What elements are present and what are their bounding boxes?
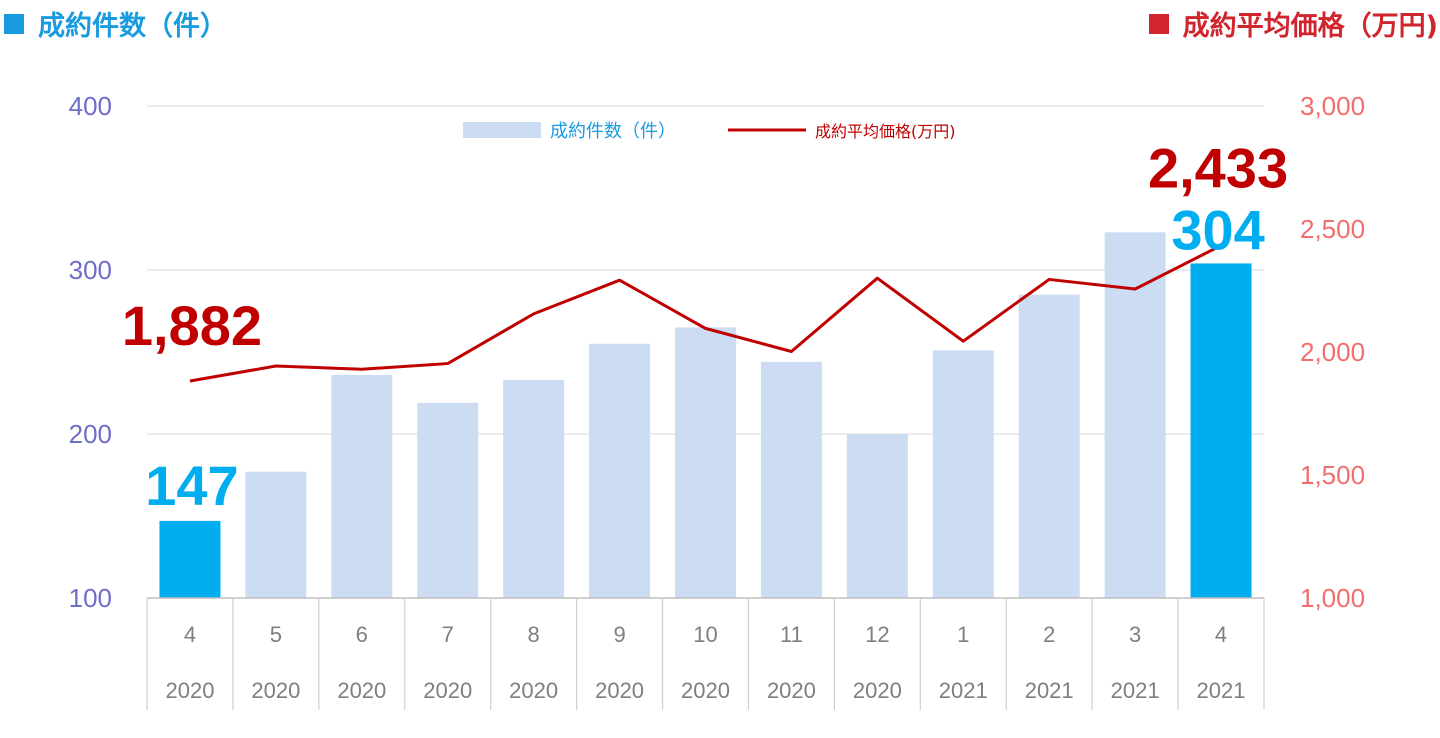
x-month-label: 7 [442,622,454,647]
x-year-label: 2020 [853,678,902,703]
x-month-label: 11 [780,622,803,647]
bar [331,374,393,598]
right-title-text: 成約平均価格（万円) [1182,11,1438,42]
left-title-text: 成約件数（件） [38,11,227,42]
start-price-label: 1,882 [122,294,262,357]
x-year-label: 2020 [165,678,214,703]
x-month-label: 4 [184,622,196,647]
bar [1018,294,1080,598]
left-axis-title: 成約件数（件） [4,4,227,43]
x-month-label: 5 [270,622,282,647]
left-title-square-icon [4,13,24,34]
right-axis-tick-label: 2,500 [1300,214,1365,244]
x-year-label: 2021 [1197,678,1246,703]
x-month-label: 8 [528,622,540,647]
bar [932,350,994,598]
x-year-label: 2021 [1111,678,1160,703]
bar [674,327,737,598]
end-price-label: 2,433 [1148,136,1288,199]
x-month-label: 4 [1215,622,1227,647]
bar-highlight [1190,263,1252,598]
left-axis-tick-label: 300 [69,255,112,285]
bar-highlight [159,520,221,598]
bar [760,361,822,598]
left-axis-tick-label: 400 [69,91,112,121]
x-month-label: 6 [356,622,368,647]
bar [846,434,908,598]
x-month-label: 1 [957,622,969,647]
x-month-label: 10 [693,622,717,647]
x-month-label: 12 [865,622,889,647]
bar [1104,232,1166,598]
left-axis-tick-label: 100 [69,583,112,613]
left-axis-tick-label: 200 [69,419,112,449]
right-axis-tick-label: 1,000 [1300,583,1365,613]
x-year-label: 2021 [939,678,988,703]
x-year-label: 2020 [337,678,386,703]
x-year-label: 2020 [767,678,816,703]
right-axis-tick-label: 1,500 [1300,460,1365,490]
right-title-square-icon [1148,13,1169,34]
right-axis-tick-label: 3,000 [1300,91,1365,121]
bar [417,402,479,598]
x-month-label: 2 [1043,622,1055,647]
start-count-label: 147 [145,454,238,517]
x-month-label: 9 [613,622,625,647]
bar [245,471,307,598]
x-year-label: 2020 [423,678,472,703]
x-year-label: 2020 [595,678,644,703]
bar [589,343,651,598]
x-year-label: 2020 [681,678,730,703]
end-count-label: 304 [1171,198,1264,261]
x-year-label: 2020 [251,678,300,703]
x-year-label: 2021 [1025,678,1074,703]
legend-line-label: 成約平均価格(万円) [815,122,956,141]
x-year-label: 2020 [509,678,558,703]
right-axis-title: 成約平均価格（万円) [1148,4,1438,43]
bar [503,379,565,598]
x-month-label: 3 [1129,622,1141,647]
right-axis-tick-label: 2,000 [1300,337,1365,367]
legend-bar-swatch [463,122,541,138]
legend-bar-label: 成約件数（件） [550,121,676,142]
